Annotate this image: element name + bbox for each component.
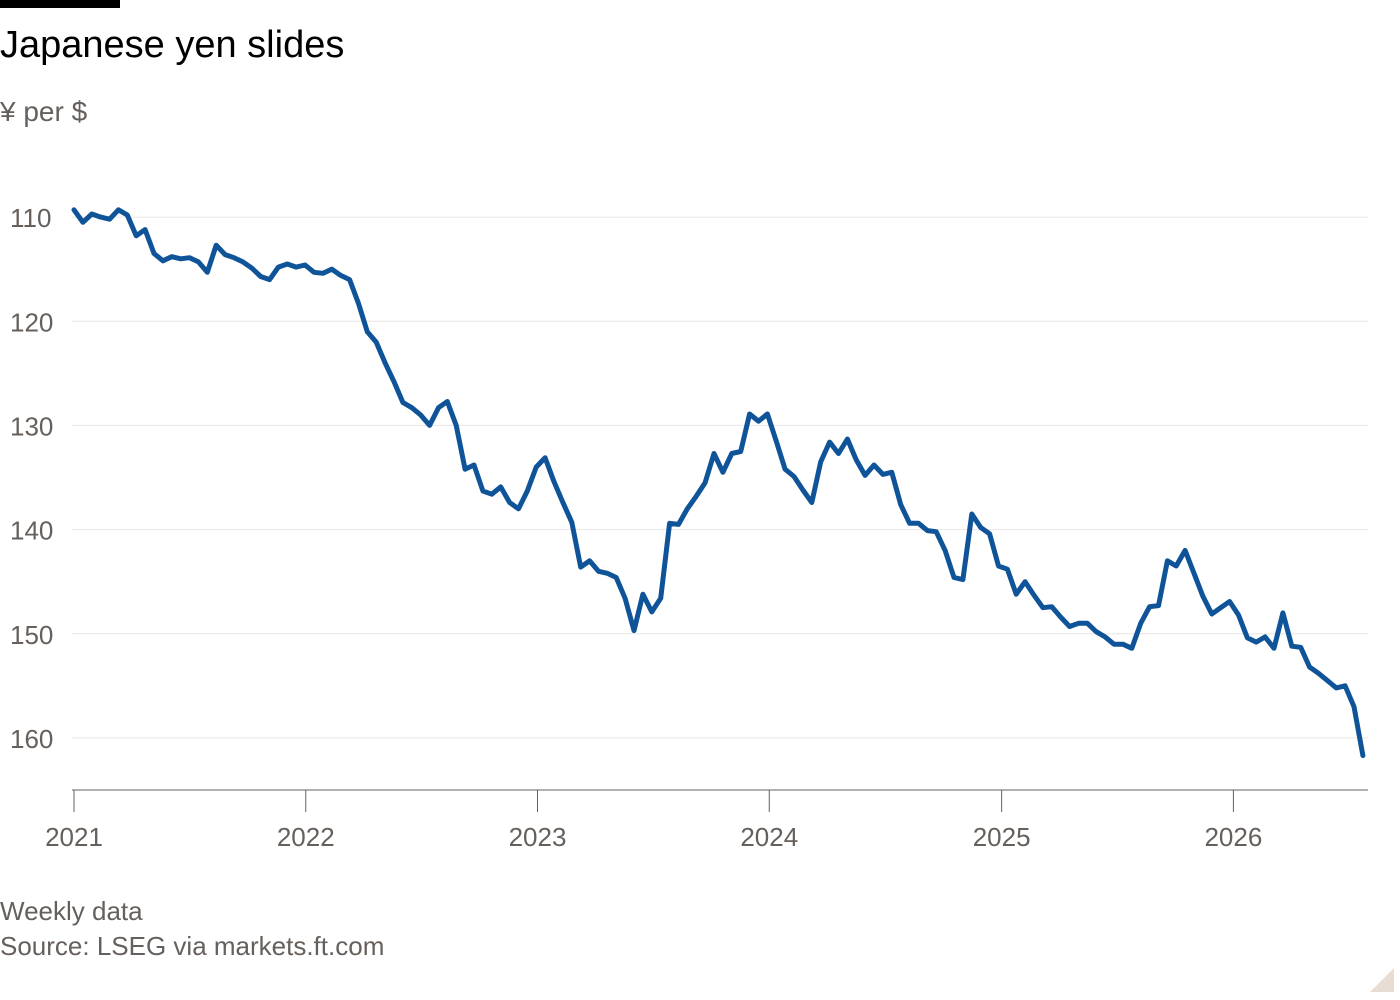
chart-title: Japanese yen slides	[0, 24, 345, 66]
x-tick-label: 2021	[45, 822, 103, 852]
series-line	[71, 207, 1366, 759]
x-tick-label: 2024	[740, 822, 798, 852]
chart-subtitle: ¥ per $	[0, 96, 88, 127]
y-tick-label: 150	[10, 620, 53, 650]
x-tick-label: 2026	[1204, 822, 1262, 852]
y-tick-label: 140	[10, 516, 53, 546]
x-tick-label: 2022	[277, 822, 335, 852]
source-note: Source: LSEG via markets.ft.com	[0, 931, 385, 961]
y-tick-label: 120	[10, 307, 53, 337]
y-tick-label: 110	[10, 203, 51, 233]
y-tick-label: 160	[10, 724, 53, 754]
y-tick-label: 130	[10, 411, 53, 441]
corner-mark	[1370, 968, 1394, 992]
top-rule	[0, 0, 120, 8]
x-tick-label: 2023	[509, 822, 567, 852]
footnote: Weekly data	[0, 896, 143, 926]
x-tick-label: 2025	[973, 822, 1031, 852]
